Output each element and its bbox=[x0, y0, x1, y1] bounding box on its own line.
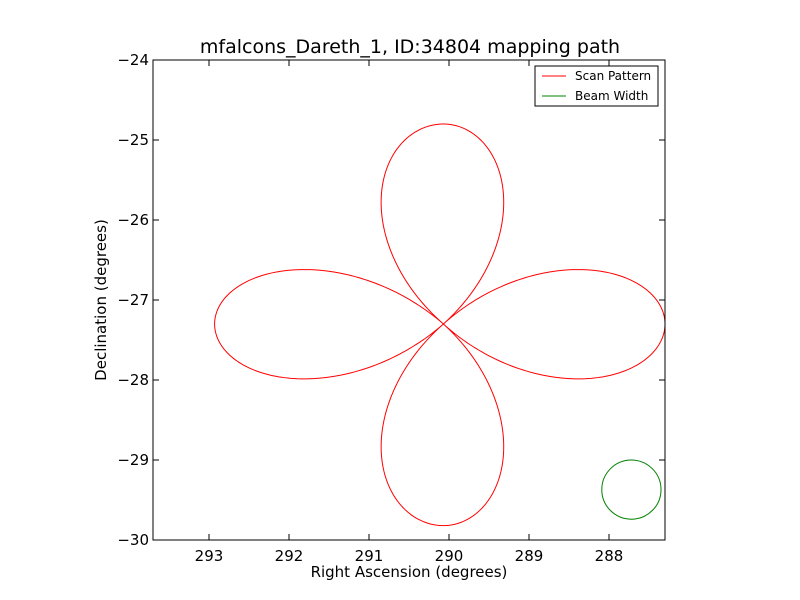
y-axis-label: Declination (degrees) bbox=[92, 219, 110, 381]
scan-pattern-line bbox=[214, 123, 665, 527]
y-tick-label: −28 bbox=[117, 371, 149, 389]
y-tick-label: −24 bbox=[117, 51, 149, 69]
x-tick-label: 289 bbox=[515, 547, 544, 565]
y-tick-label: −27 bbox=[117, 291, 149, 309]
y-tick-label: −26 bbox=[117, 211, 149, 229]
legend-label-scan-pattern: Scan Pattern bbox=[575, 69, 651, 83]
legend-label-beam-width: Beam Width bbox=[575, 89, 648, 103]
y-tick-label: −25 bbox=[117, 131, 149, 149]
x-axis-label: Right Ascension (degrees) bbox=[311, 563, 508, 581]
legend-box bbox=[534, 65, 659, 107]
chart-title: mfalcons_Dareth_1, ID:34804 mapping path bbox=[200, 36, 620, 58]
series-layer bbox=[214, 123, 665, 527]
x-tick-label: 292 bbox=[275, 547, 304, 565]
beam-width-circle bbox=[601, 459, 662, 520]
plot-area bbox=[153, 60, 665, 540]
legend: Scan Pattern Beam Width bbox=[534, 65, 659, 107]
x-tick-label: 293 bbox=[195, 547, 224, 565]
ticks-layer: 293 292 291 290 289 288 −30 −29 −28 −27 −26 −25 −24 bbox=[117, 51, 665, 565]
x-tick-label: 290 bbox=[435, 547, 464, 565]
x-tick-label: 288 bbox=[595, 547, 624, 565]
y-tick-label: −30 bbox=[117, 531, 149, 549]
x-tick-label: 291 bbox=[355, 547, 384, 565]
y-tick-label: −29 bbox=[117, 451, 149, 469]
